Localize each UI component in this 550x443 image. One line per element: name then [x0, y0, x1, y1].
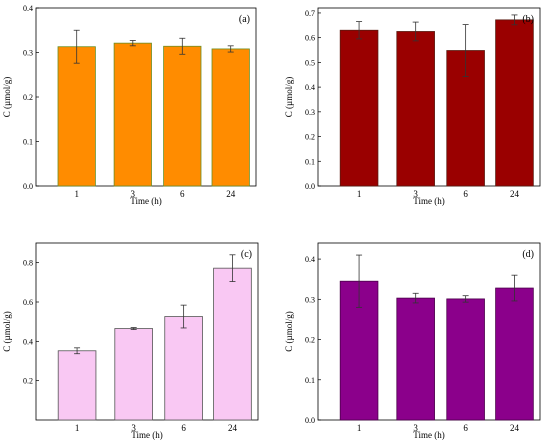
- y-tick-label: 0.1: [23, 138, 33, 147]
- x-axis-label: Time (h): [131, 430, 162, 440]
- error-bar: [412, 292, 419, 304]
- x-tick-label: 24: [510, 423, 520, 433]
- y-axis-label: C (µmol/g): [2, 311, 12, 351]
- x-tick-label: 1: [75, 423, 80, 433]
- y-tick-label: 0.0: [23, 182, 33, 191]
- error-bar: [74, 347, 81, 355]
- bar-3h: [396, 297, 435, 421]
- bar-3h: [396, 31, 435, 187]
- y-tick-label: 0.6: [23, 298, 33, 307]
- y-tick-label: 0.3: [305, 108, 315, 117]
- y-tick-label: 0.3: [305, 295, 315, 304]
- x-axis-label: Time (h): [130, 196, 161, 206]
- bar-1h: [57, 46, 96, 187]
- x-tick-label: 24: [226, 189, 236, 199]
- error-bar: [462, 295, 469, 303]
- bar-24h: [211, 48, 250, 187]
- bar-3h: [113, 42, 152, 187]
- y-tick-label: 0.4: [305, 83, 315, 92]
- x-tick-label: 6: [180, 189, 185, 199]
- error-bar: [356, 21, 363, 40]
- y-tick-label: 0.2: [23, 93, 33, 102]
- x-tick-label: 1: [74, 189, 79, 199]
- x-tick-label: 6: [463, 189, 468, 199]
- panel-label: (b): [522, 14, 534, 25]
- x-axis-label: Time (h): [413, 196, 444, 206]
- error-bar: [511, 14, 518, 26]
- x-tick-label: 3: [131, 423, 136, 433]
- panel-d: 0.0 0.1 0.2 0.3 0.4 1 3 6 24 Time (h) C (µmol/g) (d…: [284, 242, 541, 440]
- bar-24h: [213, 267, 252, 421]
- error-bar: [356, 254, 363, 308]
- x-tick-label: 3: [413, 423, 418, 433]
- bar-6h: [163, 45, 202, 187]
- x-tick-label: 6: [181, 423, 186, 433]
- y-axis-label: C (µmol/g): [284, 77, 294, 117]
- y-tick-label: 0.2: [305, 336, 315, 345]
- x-axis-label: Time (h): [413, 430, 444, 440]
- x-tick-label: 1: [357, 423, 362, 433]
- x-tick-label: 6: [463, 423, 468, 433]
- x-tick-label: 24: [510, 189, 520, 199]
- error-bar: [180, 304, 187, 329]
- y-tick-label: 0.0: [305, 416, 315, 425]
- y-axis-label: C (µmol/g): [284, 311, 294, 351]
- bar-3h: [114, 328, 153, 421]
- y-tick-label: 0.6: [305, 34, 315, 43]
- panel-label: (a): [239, 14, 250, 25]
- y-tick-label: 0.1: [305, 157, 315, 166]
- y-tick-label: 0.2: [23, 377, 33, 386]
- y-tick-label: 0.3: [23, 49, 33, 58]
- y-tick-label: 0.1: [305, 376, 315, 385]
- bar-6h: [446, 298, 485, 421]
- panel-label: (c): [241, 249, 252, 260]
- x-tick-label: 24: [228, 423, 238, 433]
- error-bar: [179, 37, 186, 55]
- y-tick-label: 0.8: [23, 259, 33, 268]
- panel-label: (d): [522, 249, 534, 260]
- y-tick-label: 0.0: [305, 182, 315, 191]
- x-tick-label: 3: [413, 189, 418, 199]
- x-tick-label: 1: [357, 189, 362, 199]
- bar-24h: [495, 287, 534, 421]
- error-bar: [73, 29, 80, 64]
- y-axis-label: C (µmol/g): [2, 77, 12, 117]
- y-tick-label: 0.2: [305, 133, 315, 142]
- error-bar: [229, 254, 236, 282]
- y-tick-label: 0.4: [23, 337, 33, 346]
- y-tick-label: 0.7: [305, 9, 315, 18]
- bar-6h: [164, 316, 203, 421]
- error-bar: [130, 327, 137, 330]
- y-tick-label: 0.5: [305, 58, 315, 67]
- bar-1h: [339, 29, 379, 187]
- y-tick-label: 0.4: [23, 4, 33, 13]
- error-bar: [412, 21, 419, 42]
- error-bar: [129, 40, 136, 47]
- panel-a: 0.0 0.1 0.2 0.3 0.4 1 3 6 24 Time (h) C (µmol/g) (a…: [2, 4, 257, 206]
- error-bar: [511, 274, 518, 302]
- error-bar: [462, 24, 469, 77]
- bar-24h: [495, 19, 534, 187]
- y-tick-label: 0.4: [305, 255, 315, 264]
- panel-c: 0.2 0.4 0.6 0.8 1 3 6 24 Time (h) C (µmol/g) (c): [2, 242, 259, 440]
- error-bar: [227, 45, 234, 53]
- x-tick-label: 3: [131, 189, 136, 199]
- panel-b: 0.0 0.1 0.2 0.3 0.4 0.5 0.6 0.7 1 3 6 24 Time (h) C (…: [284, 7, 541, 206]
- bar-1h: [57, 350, 97, 421]
